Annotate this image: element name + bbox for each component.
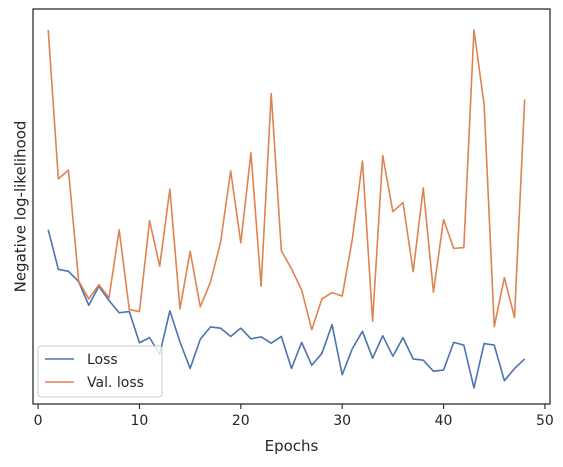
x-tick-label: 0 bbox=[34, 413, 43, 429]
x-tick-label: 10 bbox=[131, 413, 149, 429]
legend: Loss Val. loss bbox=[37, 345, 163, 398]
legend-entry-loss: Loss bbox=[87, 352, 118, 368]
x-tick-label: 50 bbox=[536, 413, 554, 429]
y-axis-label: Negative log-likelihood bbox=[12, 121, 30, 293]
plot-frame bbox=[32, 8, 551, 405]
series-line-loss bbox=[47, 229, 526, 389]
x-tick-label: 40 bbox=[435, 413, 453, 429]
plot-lines bbox=[47, 29, 526, 389]
series-line-val-loss bbox=[47, 29, 526, 331]
x-axis-label: Epochs bbox=[265, 437, 319, 455]
x-tick-label: 20 bbox=[232, 413, 250, 429]
x-tick-label: 30 bbox=[333, 413, 351, 429]
x-axis-ticks: 0 10 20 30 40 50 bbox=[34, 404, 554, 429]
legend-entry-val-loss: Val. loss bbox=[87, 375, 144, 391]
